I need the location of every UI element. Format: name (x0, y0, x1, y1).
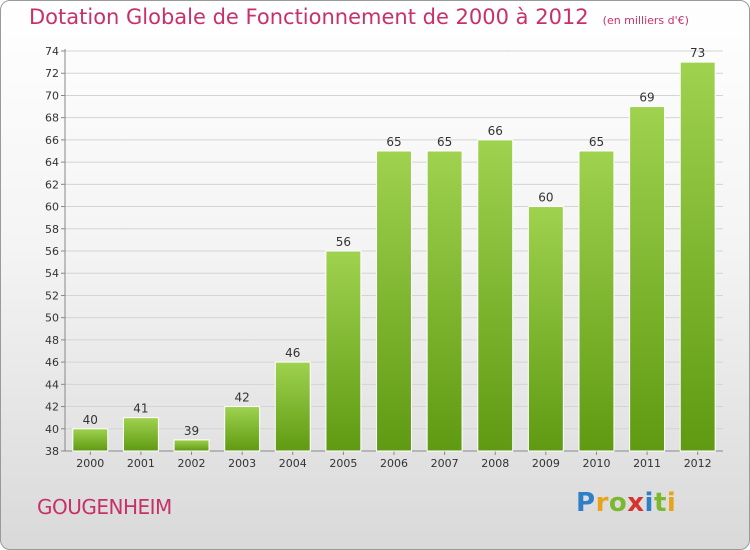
bar-2007 (426, 150, 463, 452)
logo-letter: o (608, 488, 628, 518)
y-tick-label: 46 (45, 356, 59, 369)
x-tick-label: 2002 (178, 457, 206, 470)
y-tick-label: 44 (45, 378, 59, 391)
bar-2005 (325, 250, 362, 452)
bar-value-label: 41 (133, 402, 148, 416)
x-tick-label: 2011 (633, 457, 661, 470)
bar-2009 (527, 206, 564, 452)
chart-title-text: Dotation Globale de Fonctionnement de 20… (29, 5, 589, 29)
bar-2002 (173, 439, 210, 452)
axes: 38 40 42 44 46 48 50 52 54 56 58 60 62 64 66 68 70 72 74 20… (45, 45, 723, 470)
logo-letter: P (576, 488, 596, 518)
bar-value-label: 42 (235, 391, 250, 405)
bar-value-label: 65 (386, 135, 401, 149)
y-tick-label: 66 (45, 134, 59, 147)
y-tick-label: 48 (45, 334, 59, 347)
bar-value-label: 65 (589, 135, 604, 149)
y-tick-label: 60 (45, 201, 59, 214)
logo-letter: t (653, 488, 667, 518)
bar-2006 (376, 150, 412, 452)
y-tick-label: 52 (45, 289, 59, 302)
bar-value-label: 39 (184, 424, 199, 438)
bar-value-label: 66 (488, 124, 503, 138)
y-tick-label: 62 (45, 178, 59, 191)
x-tick-label: 2003 (228, 457, 256, 470)
chart-title: Dotation Globale de Fonctionnement de 20… (29, 5, 689, 29)
x-tick-label: 2001 (127, 457, 155, 470)
y-tick-label: 54 (45, 267, 59, 280)
chart-subtitle: (en milliers d'€) (602, 14, 689, 27)
y-tick-label: 40 (45, 423, 59, 436)
bar-value-label: 56 (336, 235, 351, 249)
y-tick-label: 38 (45, 445, 59, 458)
y-tick-label: 42 (45, 401, 59, 414)
x-tick-label: 2009 (532, 457, 560, 470)
logo-letter: i (644, 488, 654, 518)
commune-name: GOUGENHEIM (37, 495, 172, 519)
y-tick-label: 72 (45, 67, 59, 80)
x-tick-label: 2004 (279, 457, 307, 470)
bar-2011 (629, 106, 666, 452)
bar-value-label: 60 (538, 191, 553, 205)
y-tick-label: 58 (45, 223, 59, 236)
y-tick-label: 74 (45, 45, 59, 58)
x-tick-label: 2000 (76, 457, 104, 470)
x-tick-label: 2010 (582, 457, 610, 470)
proxiti-logo: Proxiti (576, 488, 676, 518)
bar-2001 (122, 417, 159, 452)
y-tick-label: 50 (45, 312, 59, 325)
bar-value-label: 40 (83, 413, 98, 427)
x-tick-label: 2006 (380, 457, 408, 470)
x-tick-label: 2005 (329, 457, 357, 470)
logo-letter: x (627, 488, 645, 518)
bar-2010 (578, 150, 615, 452)
y-tick-label: 68 (45, 112, 59, 125)
x-tick-label: 2007 (431, 457, 459, 470)
bar-value-label: 73 (690, 46, 705, 60)
bar-2004 (274, 361, 311, 452)
bar-2008 (477, 139, 514, 452)
bar-value-label: 69 (639, 91, 654, 105)
bar-value-label: 65 (437, 135, 452, 149)
bar-2003 (224, 406, 261, 452)
data-labels: 40 41 39 42 46 56 65 65 66 60 65 69 73 (83, 46, 706, 438)
logo-letter: i (666, 488, 677, 518)
y-tick-label: 64 (45, 156, 59, 169)
y-tick-label: 56 (45, 245, 59, 258)
bar-value-label: 46 (285, 346, 300, 360)
logo-letter: r (595, 488, 609, 518)
bar-2000 (72, 428, 109, 452)
bars (72, 61, 716, 452)
x-tick-label: 2008 (481, 457, 509, 470)
x-tick-label: 2012 (684, 457, 712, 470)
bar-2012 (679, 61, 716, 452)
y-tick-label: 70 (45, 89, 59, 102)
